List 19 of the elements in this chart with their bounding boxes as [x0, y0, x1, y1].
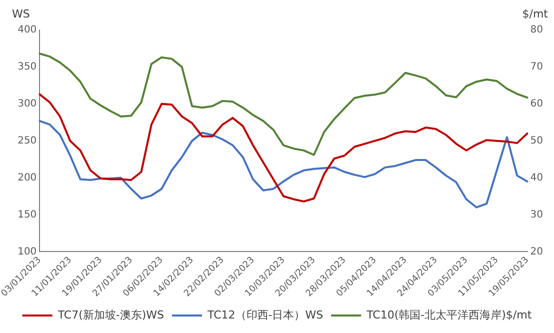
y-tick-label: 400: [18, 24, 37, 36]
y2-tick-label: 50: [530, 135, 544, 146]
legend-label: TC12（印西-日本）WS: [206, 308, 324, 322]
y2-tick-label: 80: [530, 24, 544, 36]
y-tick-label: 100: [18, 246, 37, 258]
y-tick-label: 350: [18, 62, 37, 73]
y-tick-label: 200: [18, 172, 37, 184]
y2-tick-label: 40: [530, 172, 544, 184]
y2-tick-label: 70: [530, 62, 544, 73]
y2-tick-label: 60: [530, 98, 544, 110]
y-tick-label: 250: [18, 135, 37, 146]
legend-label: TC10(韩国-北太平洋西海岸)$/mt: [366, 308, 532, 322]
y-axis-title: WS: [12, 7, 30, 20]
y-tick-label: 150: [18, 209, 37, 220]
y2-axis-title: $/mt: [522, 7, 549, 20]
y2-tick-label: 30: [530, 209, 544, 220]
y2-tick-label: 20: [530, 246, 544, 258]
y-tick-label: 300: [18, 98, 37, 110]
legend-label: TC7(新加坡-澳东)WS: [56, 308, 164, 322]
